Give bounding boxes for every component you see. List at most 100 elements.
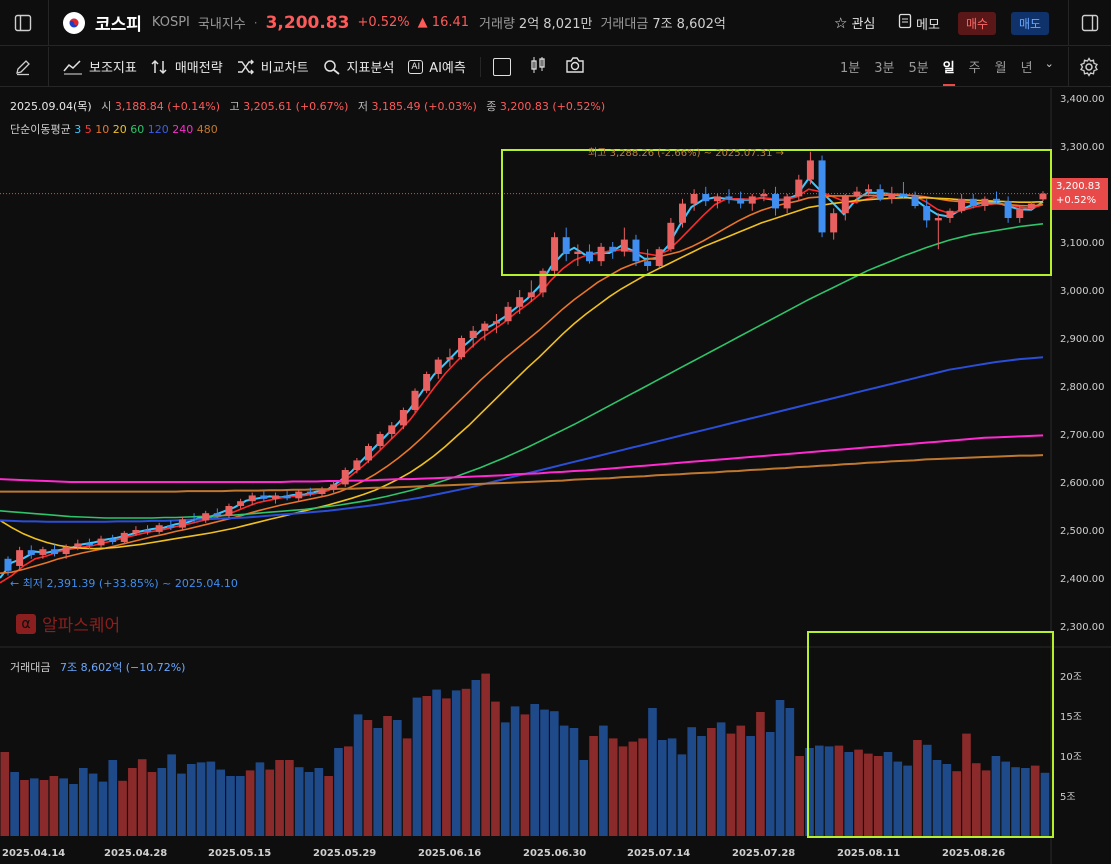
turnover-bar — [393, 720, 402, 836]
turnover-bar — [255, 762, 265, 836]
turnover-bar — [569, 728, 579, 836]
turnover-bar — [314, 768, 324, 836]
memo-icon — [898, 13, 912, 33]
turnover-bar — [137, 759, 147, 836]
candle-body — [911, 196, 919, 206]
turnover-bar — [707, 728, 716, 836]
strategy-button[interactable]: 매매전략 — [151, 57, 223, 76]
turnover-bar — [471, 680, 481, 836]
x-tick-label: 2025.07.14 — [627, 848, 690, 859]
ai-forecast-label: AI예측 — [429, 61, 466, 76]
turnover-bar — [363, 720, 373, 836]
turnover-bar — [922, 744, 932, 836]
ma-60: 60 — [130, 123, 145, 136]
turnover-legend: 거래대금 7조 8,602억 (−10.72%) — [10, 659, 185, 675]
chart-type-square-icon[interactable] — [492, 57, 511, 76]
turnover-bar — [942, 764, 952, 836]
candle-body — [190, 519, 198, 521]
timeframe-5min[interactable]: 5분 — [908, 61, 929, 76]
candle-body — [516, 297, 524, 307]
sidebar-toggle-icon[interactable] — [4, 4, 42, 42]
volume-label: 거래량 — [479, 17, 515, 32]
timeframe-month[interactable]: 월 — [994, 61, 1007, 76]
candle-body — [306, 491, 314, 494]
settings-gear-icon[interactable] — [1079, 57, 1099, 80]
candle-body — [109, 538, 117, 542]
watermark-logo: α 알파스퀘어 — [16, 611, 120, 636]
interest-button[interactable]: ☆ 관심 — [834, 13, 875, 33]
candle-body — [365, 446, 373, 461]
candle-body — [783, 196, 791, 209]
ma-line-60 — [0, 223, 1044, 519]
candle-body — [330, 484, 338, 490]
price-highlight-box — [501, 149, 1052, 276]
sell-button[interactable]: 매도 — [1011, 12, 1050, 35]
candle-body — [597, 246, 605, 262]
price-chart[interactable]: 3,400.003,300.003,200.003,100.003,000.00… — [0, 88, 1111, 864]
candle-body — [85, 543, 93, 546]
timeframe-3min[interactable]: 3분 — [874, 61, 895, 76]
y-tick-label: 2,500.00 — [1060, 526, 1105, 537]
candle-body — [295, 491, 303, 499]
ma-legend[interactable]: 단순이동평균 3 5 10 20 60 120 240 480 — [10, 121, 218, 137]
candle-body — [16, 550, 24, 566]
camera-icon[interactable] — [565, 56, 585, 77]
divider — [479, 56, 481, 77]
candle-body — [853, 191, 861, 197]
ma-line-240 — [0, 434, 1044, 483]
candle-body — [167, 525, 175, 528]
turnover-bar — [79, 768, 88, 836]
turnover-bar — [1040, 772, 1050, 836]
turnover-bar — [864, 753, 873, 836]
candle-body — [399, 410, 407, 426]
candle-body — [923, 206, 931, 221]
candle-body — [411, 390, 419, 410]
candle-body — [178, 519, 186, 528]
pen-icon[interactable] — [4, 48, 42, 86]
chart-area[interactable]: 3,400.003,300.003,200.003,100.003,000.00… — [0, 88, 1111, 864]
candle-body — [737, 198, 745, 204]
turnover-label: 거래대금 — [600, 17, 649, 32]
turnover-bar — [226, 776, 235, 836]
ma-20: 20 — [112, 123, 127, 136]
candle-body — [283, 495, 291, 499]
turnover-bar — [559, 725, 569, 836]
ma-120: 120 — [147, 123, 169, 136]
turnover-bar — [785, 708, 795, 836]
candlestick-icon[interactable] — [529, 56, 547, 77]
indicator-line-icon — [63, 59, 82, 74]
indicators-button[interactable]: 보조지표 — [63, 57, 137, 76]
ma-480: 480 — [196, 123, 218, 136]
candle-body — [97, 538, 105, 546]
stock-title: 코스피 — [95, 15, 142, 35]
chevron-down-icon[interactable]: ⌄ — [1044, 57, 1054, 70]
turnover-bar — [510, 706, 520, 836]
korea-flag-icon — [63, 11, 85, 34]
current-price-tag: 3,200.83 +0.52% — [1052, 178, 1108, 210]
candle-body — [469, 330, 477, 338]
separator-dot: · — [253, 15, 258, 30]
timeframe-week[interactable]: 주 — [968, 61, 981, 76]
turnover-bar — [10, 772, 19, 836]
candle-body — [678, 203, 686, 223]
turnover-bar — [1011, 767, 1020, 836]
candle-body — [876, 189, 884, 199]
turnover-bar — [402, 738, 412, 836]
timeframe-day[interactable]: 일 — [942, 57, 955, 86]
turnover-bar — [971, 763, 981, 836]
panel-toggle-icon[interactable] — [1071, 4, 1109, 42]
memo-button[interactable]: 메모 — [898, 13, 940, 33]
analysis-button[interactable]: 지표분석 — [323, 57, 394, 76]
ai-forecast-button[interactable]: AI AI예측 — [408, 57, 466, 76]
buy-button[interactable]: 매수 — [958, 12, 997, 35]
chart-toolbar: 보조지표 매매전략 비교차트 지표분석 AI AI예측 1분 3분 5분 일 주… — [0, 46, 1111, 87]
candle-body — [388, 425, 396, 434]
stock-category: 국내지수 — [197, 17, 246, 32]
candle-body — [4, 558, 12, 571]
candle-body — [690, 194, 698, 204]
compare-button[interactable]: 비교차트 — [237, 57, 309, 76]
candle-body — [585, 251, 593, 262]
turnover-bar — [461, 688, 471, 836]
timeframe-year[interactable]: 년 — [1020, 61, 1033, 76]
timeframe-1min[interactable]: 1분 — [840, 61, 861, 76]
